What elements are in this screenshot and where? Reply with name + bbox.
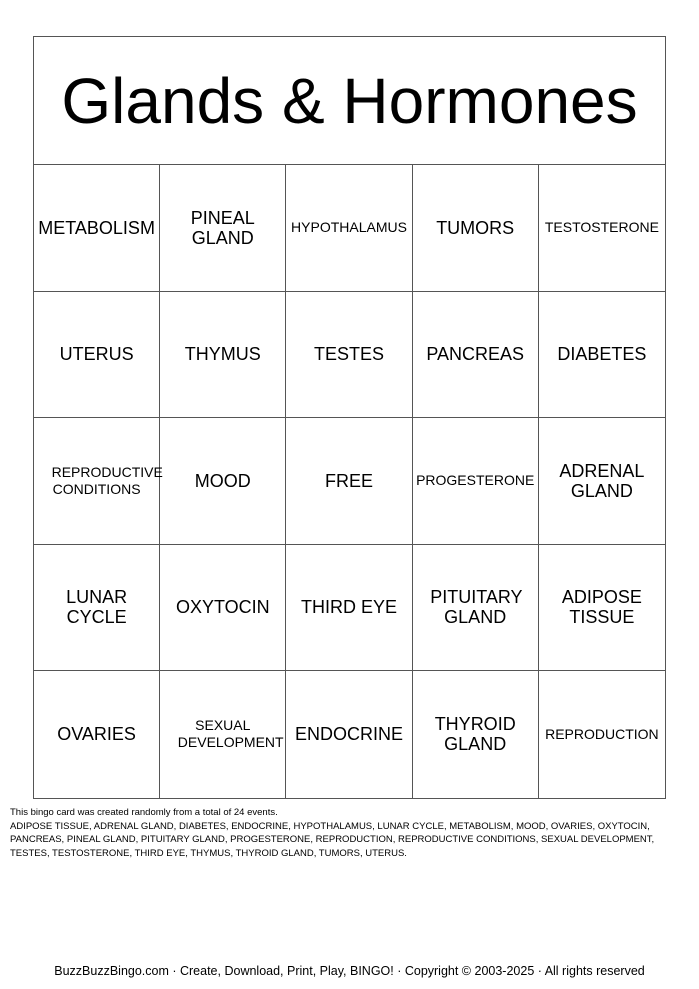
bingo-cell: MOOD [160, 418, 287, 545]
cell-text: DIABETES [557, 344, 647, 365]
cell-text: ADRENAL GLAND [559, 460, 645, 501]
bingo-cell: THYROID GLAND [413, 671, 539, 798]
bingo-cell: PROGESTERONE [412, 418, 539, 545]
bingo-cell: THYMUS [160, 291, 287, 418]
free-space-cell: FREE [286, 418, 413, 545]
bingo-cell: DIABETES [538, 292, 665, 418]
bingo-cell: OXYTOCIN [160, 544, 287, 671]
bingo-cell: PINEAL GLAND [160, 165, 287, 292]
bingo-cell: REPRODUCTIVE CONDITIONS [34, 418, 163, 545]
cell-text: FREE [324, 470, 373, 491]
cell-text: PITUITARY GLAND [430, 587, 523, 628]
cell-text: PINEAL GLAND [190, 207, 255, 248]
cell-text: THYMUS [184, 344, 261, 365]
cell-text: TESTOSTERONE [544, 219, 659, 236]
bingo-cell: TESTOSTERONE [538, 165, 665, 292]
cell-text: REPRODUCTION [545, 725, 659, 742]
bingo-cell: METABOLISM [34, 165, 161, 292]
cell-text: THIRD EYE [300, 597, 397, 618]
cell-text: REPRODUCTIVE CONDITIONS [51, 463, 163, 497]
note-list: ADIPOSE TISSUE, ADRENAL GLAND, DIABETES,… [10, 820, 655, 859]
bingo-cell: ENDOCRINE [286, 671, 413, 798]
cell-text: METABOLISM [38, 217, 155, 238]
bingo-cell: TUMORS [412, 165, 539, 292]
bingo-cell: LUNAR CYCLE [34, 544, 161, 671]
bingo-cell: PITUITARY GLAND [412, 544, 539, 671]
bingo-card: Glands & Hormones METABOLISM PINEAL GLAND… [33, 36, 666, 799]
cell-text: THYROID GLAND [434, 714, 516, 755]
cell-text: OVARIES [57, 724, 136, 745]
cell-text: MOOD [194, 470, 251, 491]
card-note: This bingo card was created randomly fro… [10, 806, 690, 860]
cell-text: PROGESTERONE [416, 472, 535, 489]
bingo-cell: HYPOTHALAMUS [286, 165, 413, 292]
cell-text: ENDOCRINE [294, 724, 403, 745]
bingo-cell: PANCREAS [412, 291, 539, 418]
bingo-cell: UTERUS [34, 291, 161, 418]
cell-text: OXYTOCIN [175, 597, 270, 618]
bingo-cell: TESTES [286, 291, 413, 418]
cell-text: TESTES [313, 344, 384, 365]
cell-text: ADIPOSE TISSUE [561, 587, 642, 628]
cell-text: PANCREAS [426, 344, 525, 365]
footer: BuzzBuzzBingo.com · Create, Download, Pr… [54, 964, 645, 978]
cell-text: UTERUS [59, 344, 134, 365]
bingo-grid: METABOLISM PINEAL GLAND HYPOTHALAMUS TUMORS… [34, 165, 665, 798]
cell-text: LUNAR CYCLE [66, 587, 128, 628]
bingo-cell: ADIPOSE TISSUE [538, 545, 665, 671]
cell-text: HYPOTHALAMUS [291, 219, 407, 236]
bingo-cell: OVARIES [34, 671, 161, 798]
bingo-cell: REPRODUCTION [539, 671, 665, 798]
bingo-cell: ADRENAL GLAND [538, 418, 665, 545]
note-intro: This bingo card was created randomly fro… [10, 807, 278, 818]
cell-text: SEXUAL DEVELOPMENT [177, 717, 284, 751]
bingo-cell: THIRD EYE [286, 544, 413, 671]
bingo-cell: SEXUAL DEVELOPMENT [160, 671, 287, 798]
card-title: Glands & Hormones [34, 37, 665, 165]
cell-text: TUMORS [436, 217, 515, 238]
